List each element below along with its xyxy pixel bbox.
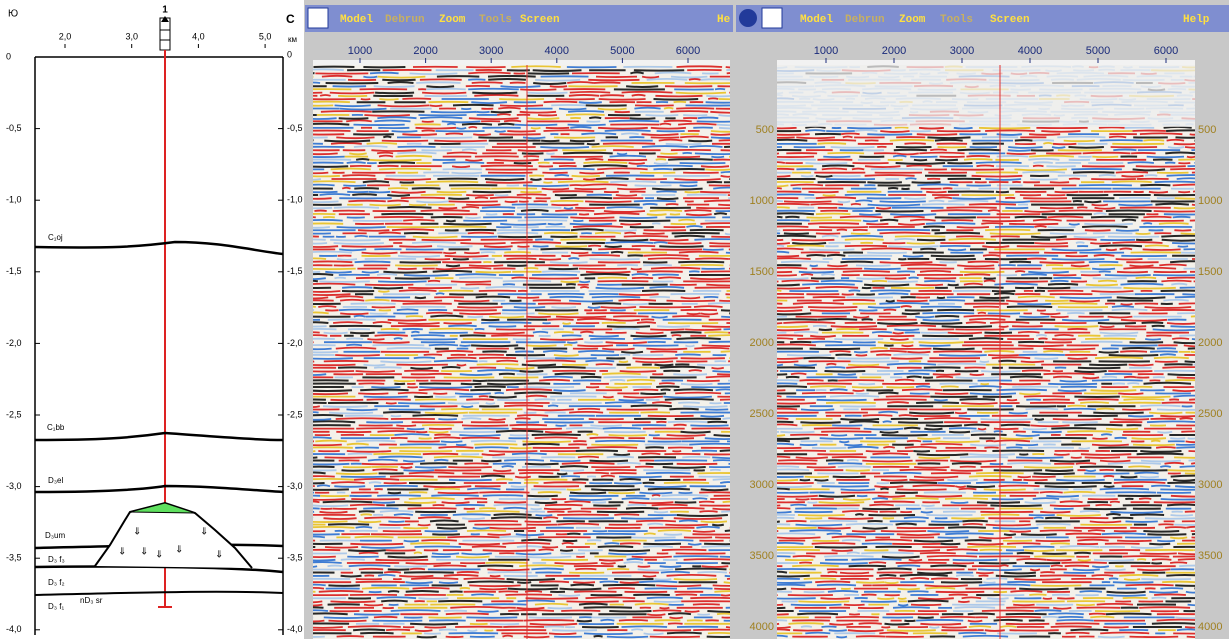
depth-tick-label: -1,5 bbox=[287, 266, 303, 276]
depth-tick-label: -3,0 bbox=[6, 481, 22, 491]
x-tick-label: 2000 bbox=[882, 45, 906, 57]
horizon-label: C₁bb bbox=[47, 423, 65, 432]
horizon-label: D₃el bbox=[48, 476, 63, 485]
horizon-label: D₃um bbox=[45, 531, 65, 540]
x-tick-label: 4000 bbox=[1018, 45, 1042, 57]
seismic-image bbox=[767, 65, 1229, 639]
x-tick-label: 3000 bbox=[479, 45, 503, 57]
horizon-label: D₃ f₁ bbox=[48, 602, 64, 611]
app-icon bbox=[762, 8, 782, 28]
y-tick-label: 3000 bbox=[750, 479, 774, 491]
x-tick-label: 4000 bbox=[545, 45, 569, 57]
y-tick-label: 3000 bbox=[1198, 479, 1222, 491]
y-tick-label: 2500 bbox=[750, 408, 774, 420]
y-tick-label: 2000 bbox=[750, 337, 774, 349]
horizon-label: D₃ f₃ bbox=[48, 555, 65, 564]
x-tick-label: 3,0 bbox=[125, 31, 138, 41]
well-label: 1 bbox=[162, 5, 168, 16]
y-tick-label: 1000 bbox=[750, 195, 774, 207]
y-tick-label: 500 bbox=[1198, 124, 1216, 136]
y-tick-label: 1000 bbox=[1198, 195, 1222, 207]
menu-item: Debrun bbox=[385, 14, 425, 26]
depth-tick-label: -0,5 bbox=[287, 123, 303, 133]
y-tick-label: 3500 bbox=[1198, 550, 1222, 562]
depth-tick-label: -2,0 bbox=[287, 338, 303, 348]
x-tick-label: 5,0 bbox=[259, 31, 272, 41]
seismic-image bbox=[303, 65, 778, 639]
horizon-label: nD₃ sr bbox=[80, 596, 103, 605]
svg-text:⇓: ⇓ bbox=[215, 550, 223, 561]
svg-text:⇓: ⇓ bbox=[133, 527, 141, 538]
x-tick-label: 5000 bbox=[1086, 45, 1110, 57]
app-icon bbox=[308, 8, 328, 28]
y-tick-label: 1500 bbox=[1198, 266, 1222, 278]
x-tick-label: 6000 bbox=[676, 45, 700, 57]
depth-tick-label: -1,0 bbox=[6, 195, 22, 205]
x-tick-label: 4,0 bbox=[192, 31, 205, 41]
menu-item: Help bbox=[1183, 14, 1210, 26]
menu-item: Debrun bbox=[845, 14, 885, 26]
x-tick-label: 1000 bbox=[348, 45, 372, 57]
svg-text:⇓: ⇓ bbox=[140, 547, 148, 558]
x-tick-label: 5000 bbox=[610, 45, 634, 57]
depth-tick-label: -4,0 bbox=[6, 624, 22, 634]
menu-item: Model bbox=[340, 14, 373, 26]
menu-item: Tools bbox=[940, 14, 973, 26]
depth-tick-label: -2,0 bbox=[6, 338, 22, 348]
horizon-label: C₁oj bbox=[48, 233, 63, 242]
page: Ю С км 1 ⇓ ⇓ ⇓ ⇓ ⇓ ⇓ ⇓ C₁oj C₁bb D₃el D₃um D₃ … bbox=[0, 0, 1229, 639]
depth-tick-label: -3,5 bbox=[287, 553, 303, 563]
menu-item: Zoom bbox=[439, 14, 466, 26]
depth-tick-label: 0 bbox=[6, 51, 11, 61]
geologic-section: Ю С км 1 ⇓ ⇓ ⇓ ⇓ ⇓ ⇓ ⇓ C₁oj C₁bb D₃el D₃um D₃ … bbox=[0, 0, 304, 639]
x-tick-label: 2,0 bbox=[59, 31, 72, 41]
y-tick-label: 3500 bbox=[750, 550, 774, 562]
depth-tick-label: -4,0 bbox=[287, 624, 303, 634]
menu-item: Screen bbox=[990, 14, 1030, 26]
y-tick-label: 4000 bbox=[750, 621, 774, 633]
menu-item: He bbox=[717, 14, 731, 26]
depth-tick-label: -2,5 bbox=[6, 409, 22, 419]
depth-tick-label: -0,5 bbox=[6, 123, 22, 133]
south-label: Ю bbox=[8, 9, 18, 20]
noise-zone bbox=[777, 65, 1195, 127]
x-tick-label: 2000 bbox=[413, 45, 437, 57]
depth-tick-label: 0 bbox=[287, 49, 292, 59]
x-tick-label: 3000 bbox=[950, 45, 974, 57]
x-tick-label: 6000 bbox=[1154, 45, 1178, 57]
app-icon bbox=[739, 9, 757, 27]
depth-tick-label: -1,5 bbox=[6, 266, 22, 276]
svg-text:⇓: ⇓ bbox=[175, 545, 183, 556]
horizon-label: D₃ f₂ bbox=[48, 578, 65, 587]
y-tick-label: 500 bbox=[756, 124, 774, 136]
figure: Ю С км 1 ⇓ ⇓ ⇓ ⇓ ⇓ ⇓ ⇓ C₁oj C₁bb D₃el D₃um D₃ … bbox=[0, 0, 1229, 639]
north-label: С bbox=[286, 12, 295, 26]
menu-item: Model bbox=[800, 14, 833, 26]
svg-text:⇓: ⇓ bbox=[200, 527, 208, 538]
svg-text:⇓: ⇓ bbox=[155, 550, 163, 561]
menu-item: Screen bbox=[520, 14, 560, 26]
well-symbol bbox=[160, 16, 170, 50]
y-tick-label: 1500 bbox=[750, 266, 774, 278]
svg-text:⇓: ⇓ bbox=[118, 547, 126, 558]
y-tick-label: 2000 bbox=[1198, 337, 1222, 349]
x-tick-label: 1000 bbox=[814, 45, 838, 57]
unit-label: км bbox=[288, 35, 297, 44]
menu-item: Tools bbox=[479, 14, 512, 26]
depth-tick-label: -3,5 bbox=[6, 553, 22, 563]
y-tick-label: 4000 bbox=[1198, 621, 1222, 633]
y-tick-label: 2500 bbox=[1198, 408, 1222, 420]
depth-tick-label: -1,0 bbox=[287, 195, 303, 205]
menu-item: Zoom bbox=[899, 14, 926, 26]
depth-tick-label: -2,5 bbox=[287, 409, 303, 419]
depth-tick-label: -3,0 bbox=[287, 481, 303, 491]
